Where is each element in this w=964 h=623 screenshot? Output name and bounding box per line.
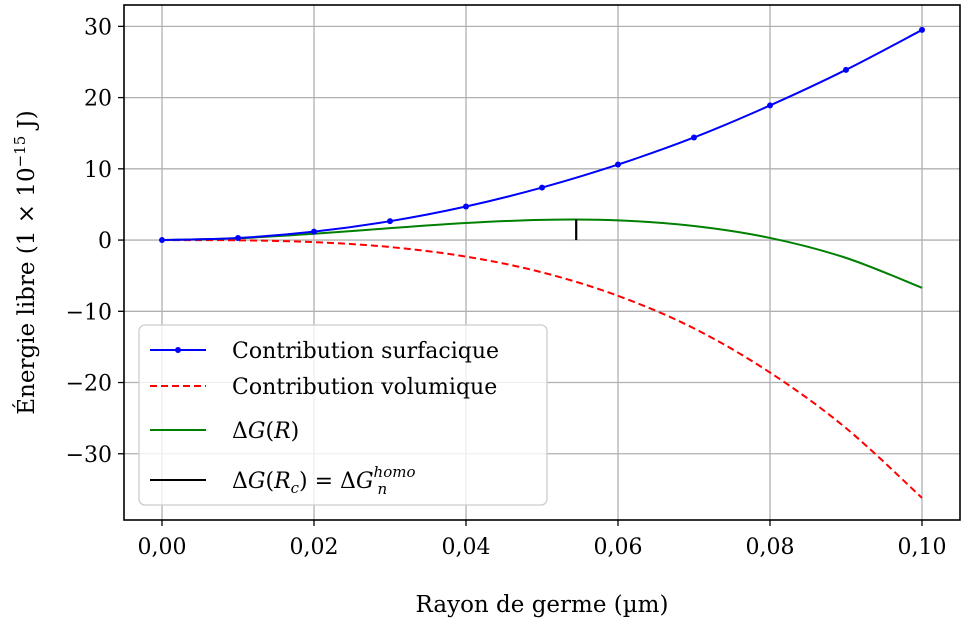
plot-frame bbox=[123, 4, 961, 521]
series-point-contribution-surfacique bbox=[691, 134, 697, 141]
legend-label-delta-g: ΔG(R) bbox=[232, 419, 299, 444]
x-axis-label: Rayon de germe (µm) bbox=[416, 592, 669, 618]
legend-critical-prefix: Δ bbox=[232, 469, 248, 494]
ticks: 0,00 0,02 0,04 0,06 0,08 0,10 30 20 10 0 −10 −20 −30 bbox=[66, 15, 947, 560]
legend-delta-g-var: G bbox=[248, 419, 266, 444]
series-point-contribution-surfacique bbox=[159, 237, 165, 244]
legend-box bbox=[138, 324, 548, 506]
legend-label-critical: ΔG(Rc) = ΔGhomo n bbox=[232, 463, 415, 498]
legend-critical-rhs-sup: homo bbox=[374, 463, 416, 481]
series-point-contribution-surfacique bbox=[463, 203, 469, 210]
legend-critical-var: G bbox=[248, 469, 266, 494]
x-tick-label: 0,08 bbox=[746, 535, 795, 560]
y-axis-label: Énergie libre (1 × 10−15 J) bbox=[11, 110, 40, 415]
legend-marker-surfacique bbox=[175, 347, 181, 353]
y-tick-label: 20 bbox=[84, 87, 112, 112]
legend-label-surfacique: Contribution surfacique bbox=[232, 339, 499, 364]
y-tick-label: −10 bbox=[66, 300, 112, 325]
legend-critical-arg: R bbox=[273, 469, 291, 494]
grid bbox=[124, 5, 960, 520]
legend: Contribution surfacique Contribution vol… bbox=[138, 324, 548, 506]
legend-delta-g-close: ) bbox=[291, 419, 300, 444]
x-tick-label: 0,10 bbox=[898, 535, 947, 560]
y-axis-label-unit: J) bbox=[14, 110, 40, 136]
series-layer bbox=[159, 26, 925, 499]
series-point-contribution-surfacique bbox=[919, 26, 925, 33]
legend-label-volumique: Contribution volumique bbox=[232, 375, 497, 400]
series-point-contribution-surfacique bbox=[311, 228, 317, 235]
legend-critical-open: ( bbox=[265, 469, 274, 494]
y-tick-label: −30 bbox=[66, 443, 112, 468]
y-axis-label-exponent: −15 bbox=[11, 136, 29, 168]
legend-delta-g-prefix: Δ bbox=[232, 419, 248, 444]
x-tick-label: 0,00 bbox=[138, 535, 187, 560]
legend-critical-eq: = Δ bbox=[308, 469, 356, 494]
legend-delta-g-open: ( bbox=[265, 419, 274, 444]
x-tick-label: 0,02 bbox=[290, 535, 339, 560]
series-line-contribution-surfacique bbox=[161, 29, 923, 242]
series-point-contribution-surfacique bbox=[387, 218, 393, 225]
x-tick-label: 0,06 bbox=[594, 535, 643, 560]
series-point-contribution-surfacique bbox=[539, 184, 545, 191]
series-line-contribution-volumique bbox=[161, 239, 923, 499]
series-point-contribution-surfacique bbox=[615, 161, 621, 168]
series-point-contribution-surfacique bbox=[843, 66, 849, 73]
y-tick-label: 10 bbox=[84, 158, 112, 183]
y-tick-label: −20 bbox=[66, 372, 112, 397]
x-tick-label: 0,04 bbox=[442, 535, 491, 560]
legend-critical-rhs-var: G bbox=[356, 469, 374, 494]
legend-critical-close: ) bbox=[299, 469, 308, 494]
legend-critical-sub: c bbox=[291, 479, 300, 497]
y-axis-label-main: Énergie libre (1 × 10 bbox=[13, 167, 40, 414]
legend-delta-g-arg: R bbox=[273, 419, 291, 444]
series-line-g-r bbox=[161, 218, 923, 289]
y-tick-label: 0 bbox=[98, 229, 112, 254]
legend-critical-rhs-sub: n bbox=[377, 480, 387, 498]
series-point-contribution-surfacique bbox=[235, 234, 241, 241]
y-tick-label: 30 bbox=[84, 15, 112, 40]
series-point-contribution-surfacique bbox=[767, 102, 773, 109]
